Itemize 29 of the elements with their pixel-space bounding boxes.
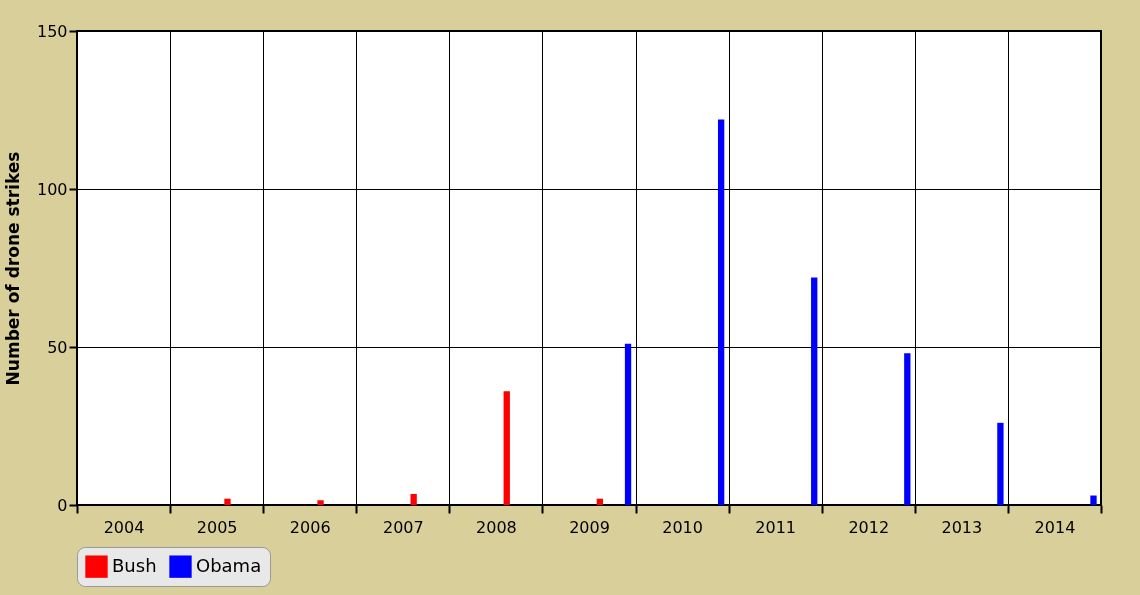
y-tick-label: 150 [36,21,68,41]
legend-label: Obama [196,554,262,576]
y-tick-label: 100 [36,179,68,199]
x-tick-label: 2008 [476,517,517,537]
bar [503,391,510,505]
x-tick-label: 2012 [848,517,890,537]
bar [717,119,725,505]
x-tick-label: 2007 [382,517,424,537]
x-tick-label: 2005 [196,517,238,537]
bar [317,500,324,505]
bar [596,498,603,505]
bar [811,277,818,505]
bar [410,493,417,505]
y-tick-label: 50 [47,337,68,357]
y-tick-label: 0 [57,495,68,515]
bar [997,422,1004,505]
bar [1090,495,1097,505]
x-tick-label: 2010 [662,517,703,537]
x-tick-label: 2006 [289,517,331,537]
legend-label: Bush [112,554,157,576]
bar [224,498,231,505]
bar [904,353,911,505]
x-tick-label: 2011 [755,517,797,537]
x-tick-label: 2009 [569,517,610,537]
bar [624,343,632,505]
y-axis-title: Number of drone strikes [2,151,23,386]
x-tick-label: 2013 [941,517,983,537]
x-tick-label: 2014 [1034,517,1076,537]
x-tick-label: 2004 [103,517,145,537]
